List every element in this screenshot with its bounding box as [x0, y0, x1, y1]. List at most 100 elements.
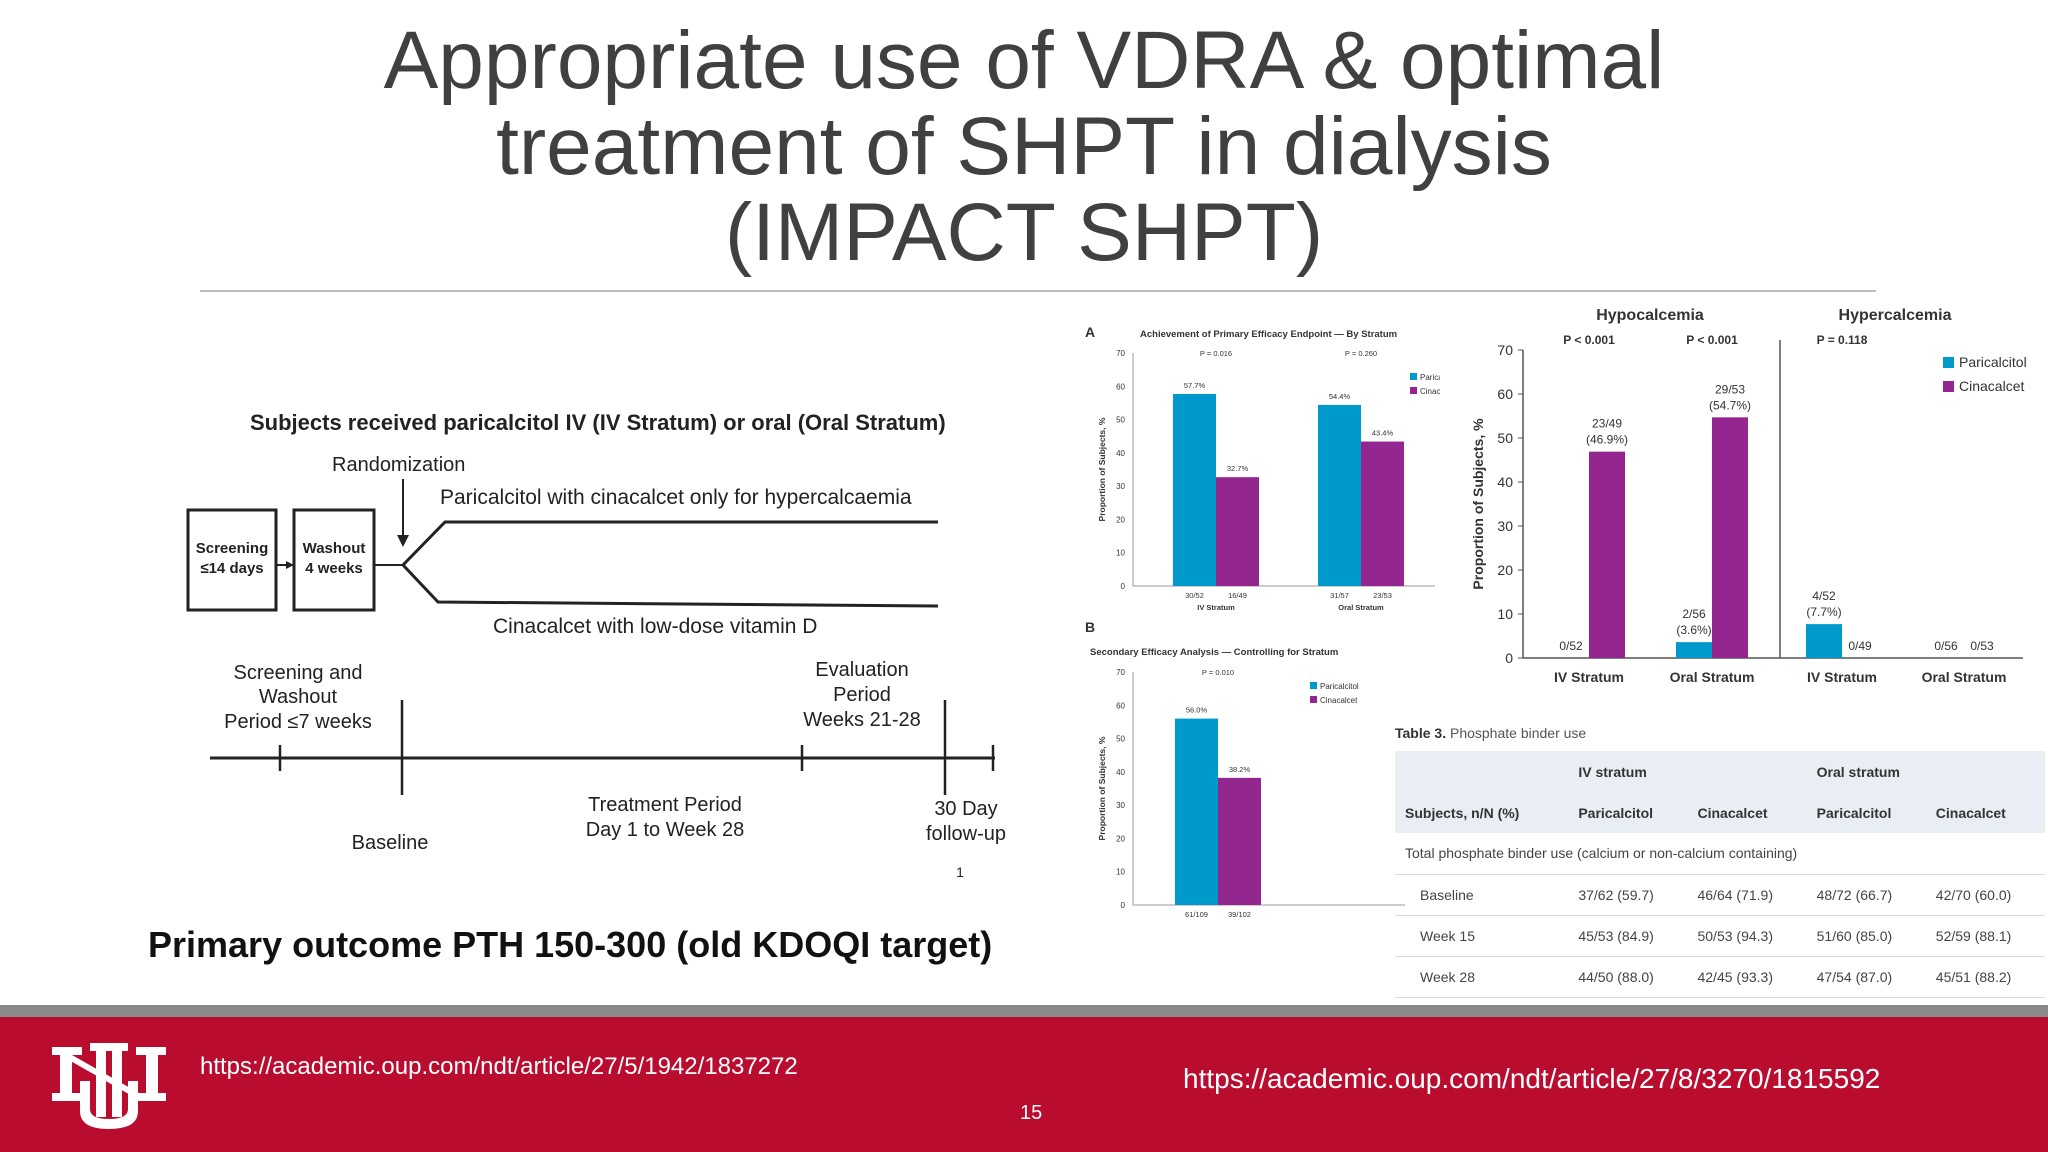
legend-swatch — [1310, 682, 1317, 689]
y-tick-label: 10 — [1497, 606, 1513, 622]
bar-value-label: 23/49 — [1592, 417, 1622, 431]
legend-swatch — [1410, 373, 1417, 380]
category-label: Oral Stratum — [1670, 669, 1755, 685]
y-tick-label: 0 — [1121, 582, 1126, 591]
title-line-3: (IMPACT SHPT) — [724, 187, 1324, 278]
table-cell: 45/51 (88.2) — [1925, 956, 2045, 998]
arm-top-branch — [401, 520, 938, 567]
group-header-iv: IV stratum — [1568, 751, 1807, 792]
bar — [1218, 777, 1261, 905]
table-section-label: Total phosphate binder use (calcium or n… — [1395, 833, 2045, 875]
p-value-label: P = 0.016 — [1200, 349, 1232, 358]
bar — [1361, 441, 1404, 586]
screen-washout-line1: Screening and — [234, 662, 363, 684]
category-label: IV Stratum — [1197, 603, 1235, 612]
y-tick-label: 0 — [1121, 901, 1126, 910]
table-cell: 42/70 (60.0) — [1925, 874, 2045, 916]
legend-label: Paricalcitol — [1959, 354, 2027, 370]
screening-box — [186, 508, 278, 612]
unm-logo-icon — [52, 1043, 166, 1129]
bar-value-label: 54.4% — [1329, 392, 1351, 401]
y-tick-label: 0 — [1505, 650, 1513, 666]
table-cell: 44/50 (88.0) — [1568, 956, 1688, 998]
bar — [1712, 417, 1748, 658]
y-tick-label: 30 — [1116, 801, 1125, 810]
screen-washout-line3: Period ≤7 weeks — [224, 711, 372, 733]
evaluation-line3: Weeks 21-28 — [803, 709, 920, 731]
bar-value-label: 4/52 — [1812, 589, 1836, 603]
table-cell: 52/59 (88.1) — [1925, 915, 2045, 957]
p-value-label: P < 0.001 — [1686, 333, 1738, 347]
bar-value-label: 38.2% — [1229, 765, 1251, 774]
y-tick-label: 10 — [1116, 868, 1125, 877]
bar — [1589, 451, 1625, 658]
arm-top-label: Paricalcitol with cinacalcet only for hy… — [440, 486, 912, 509]
y-axis-label: Proportion of Subjects, % — [1097, 417, 1107, 521]
source-link-left[interactable]: https://academic.oup.com/ndt/article/27/… — [200, 1053, 798, 1080]
y-axis-label: Proportion of Subjects, % — [1097, 736, 1107, 840]
washout-box — [292, 508, 376, 612]
bar-value-label: 0/53 — [1970, 639, 1994, 653]
bar-value-label: 2/56 — [1682, 607, 1706, 621]
title-line-1: Appropriate use of VDRA & optimal — [383, 15, 1665, 106]
legend-swatch — [1943, 381, 1954, 392]
y-tick-label: 70 — [1116, 349, 1125, 358]
bar — [1806, 624, 1842, 658]
bar-count-label: 30/52 — [1185, 591, 1204, 600]
table-caption-text: Phosphate binder use — [1449, 725, 1587, 741]
screening-box-line2: ≤14 days — [200, 560, 263, 577]
washout-box-line1: Washout — [303, 540, 366, 557]
legend-swatch — [1410, 387, 1417, 394]
y-tick-label: 50 — [1116, 735, 1125, 744]
chart-title: Secondary Efficacy Analysis — Controllin… — [1090, 647, 1338, 658]
diagram-footnote: 1 — [956, 864, 964, 880]
table-cell: 37/62 (59.7) — [1568, 874, 1688, 916]
slide-title: Appropriate use of VDRA & optimal treatm… — [0, 18, 2048, 276]
y-tick-label: 50 — [1116, 416, 1125, 425]
followup-line1: 30 Day — [934, 798, 997, 820]
bar-value-label: 32.7% — [1227, 464, 1249, 473]
col-header: Paricalcitol — [1568, 792, 1688, 833]
y-tick-label: 20 — [1116, 834, 1125, 843]
bar — [1173, 393, 1216, 586]
col-header: Cinacalcet — [1925, 792, 2045, 833]
screen-washout-line2: Washout — [259, 686, 338, 708]
title-line-2: treatment of SHPT in dialysis — [496, 101, 1552, 192]
bar-value-label: (54.7%) — [1709, 398, 1751, 412]
bar — [1216, 477, 1259, 586]
evaluation-line2: Period — [833, 684, 891, 706]
table-cell: Week 28 — [1395, 956, 1569, 998]
page-number: 15 — [1020, 1102, 1043, 1124]
category-label: Oral Stratum — [1338, 603, 1384, 612]
bar-count-label: 16/49 — [1228, 591, 1247, 600]
legend-label: Cinacalcet — [1320, 696, 1358, 705]
table-row: Week 15 45/53 (84.9) 50/53 (94.3) 51/60 … — [1395, 915, 2045, 957]
chart-b: B Secondary Efficacy Analysis — Controlli… — [1085, 619, 1405, 920]
source-link-right[interactable]: https://academic.oup.com/ndt/article/27/… — [1183, 1063, 1881, 1094]
group-header-oral: Oral stratum — [1806, 751, 2045, 792]
table-row: Baseline 37/62 (59.7) 46/64 (71.9) 48/72… — [1395, 874, 2045, 916]
diagram-header: Subjects received paricalcitol IV (IV St… — [250, 410, 946, 435]
y-axis-label: Proportion of Subjects, % — [1470, 418, 1486, 590]
y-tick-label: 60 — [1116, 382, 1125, 391]
washout-box-line2: 4 weeks — [305, 560, 363, 577]
y-tick-label: 30 — [1497, 518, 1513, 534]
table-cell: 45/53 (84.9) — [1568, 915, 1688, 957]
randomization-arrowhead — [397, 535, 409, 547]
col-header: Paricalcitol — [1806, 792, 1926, 833]
arm-bottom-label: Cinacalcet with low-dose vitamin D — [493, 615, 817, 638]
bar-value-label: 29/53 — [1715, 382, 1745, 396]
randomization-label: Randomization — [332, 454, 465, 476]
group-title: Hypercalcemia — [1839, 307, 1952, 324]
y-tick-label: 70 — [1497, 342, 1513, 358]
p-value-label: P < 0.001 — [1563, 333, 1615, 347]
table-cell: Baseline — [1395, 874, 1569, 916]
table-cell: 51/60 (85.0) — [1806, 915, 1926, 957]
p-value-label: P = 0.260 — [1345, 349, 1377, 358]
y-tick-label: 20 — [1497, 562, 1513, 578]
group-title: Hypocalcemia — [1596, 307, 1704, 324]
table-cell: 50/53 (94.3) — [1687, 915, 1807, 957]
y-tick-label: 30 — [1116, 482, 1125, 491]
y-tick-label: 10 — [1116, 549, 1125, 558]
category-label: Oral Stratum — [1922, 669, 2007, 685]
